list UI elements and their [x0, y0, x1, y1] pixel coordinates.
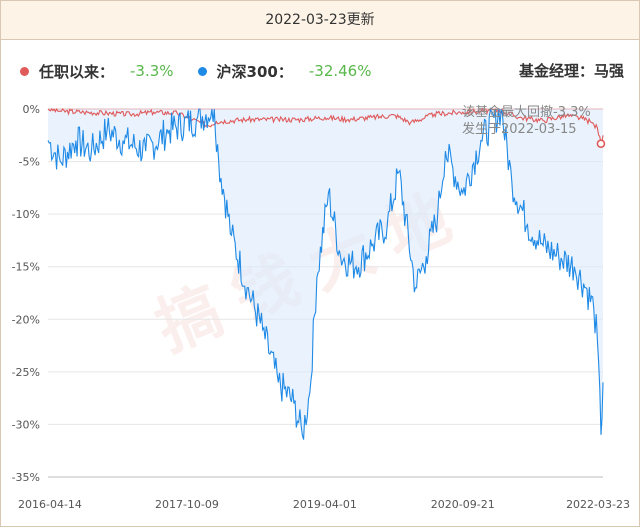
max-drawdown-point[interactable] [596, 139, 606, 148]
max-drawdown-date-note: 发生于2022-03-15 [462, 122, 577, 137]
y-tick-label: -5% [19, 156, 40, 169]
legend: 任职以来： -3.3% 沪深300： -32.46% [20, 58, 395, 84]
y-tick-label: -15% [12, 261, 40, 274]
y-tick-label: -30% [12, 418, 40, 431]
legend-fund-label: 任职以来： [39, 62, 115, 81]
legend-index-value: -32.46% [308, 62, 372, 80]
y-tick-label: 0% [23, 103, 40, 116]
legend-fund[interactable]: 任职以来： -3.3% [20, 61, 174, 82]
legend-fund-value: -3.3% [130, 62, 174, 80]
x-tick-label: 2022-03-23 [566, 498, 630, 511]
legend-index-label: 沪深300： [216, 62, 293, 81]
legend-index[interactable]: 沪深300： -32.46% [197, 61, 372, 82]
x-tick-label: 2020-09-21 [431, 498, 495, 511]
fund-line[interactable] [47, 107, 604, 146]
max-drawdown-note: 该基金最大回撤-3.3% [462, 105, 591, 120]
x-tick-label: 2017-10-09 [155, 498, 219, 511]
fund-manager: 基金经理：马强 [518, 62, 624, 80]
y-tick-label: -10% [12, 208, 40, 221]
legend-fund-dot [20, 66, 29, 76]
index-line[interactable] [47, 106, 604, 440]
y-tick-label: -35% [12, 471, 40, 484]
x-tick-label: 2019-04-01 [293, 498, 357, 511]
update-date-header: 2022-03-23更新 [1, 1, 639, 40]
y-tick-label: -25% [12, 366, 40, 379]
y-tick-label: -20% [12, 313, 40, 326]
legend-index-dot [197, 66, 207, 76]
x-tick-label: 2016-04-14 [18, 498, 82, 511]
